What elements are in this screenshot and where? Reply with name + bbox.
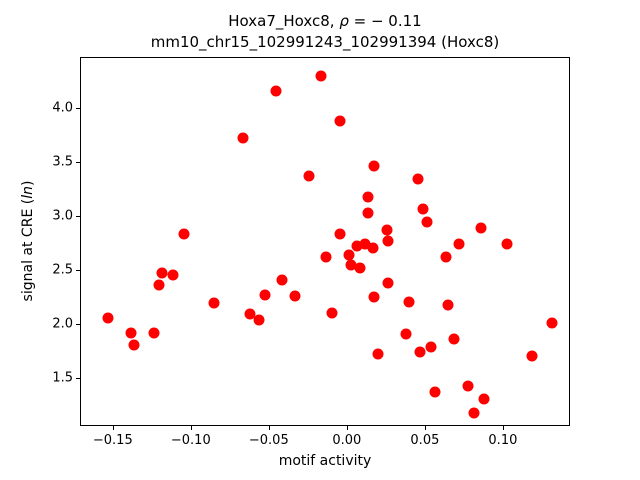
data-point: [468, 407, 480, 418]
data-point: [244, 308, 255, 320]
data-point: [501, 238, 513, 250]
x-tick-label: 0.05: [410, 433, 440, 448]
data-point: [367, 242, 379, 254]
data-point: [253, 314, 265, 326]
data-point: [425, 341, 437, 353]
data-point: [153, 279, 165, 291]
chart-title-prefix: Hoxa7_Hoxc8,: [228, 12, 340, 30]
data-point: [125, 327, 137, 339]
data-point: [448, 333, 460, 345]
data-point: [453, 238, 465, 250]
x-tick-label: 0.00: [332, 433, 362, 448]
data-point: [276, 274, 288, 286]
data-point: [462, 380, 474, 391]
data-point: [259, 289, 271, 301]
y-tick-mark: [76, 108, 80, 109]
data-point: [156, 267, 168, 279]
data-point: [303, 170, 315, 182]
data-point: [128, 339, 140, 350]
data-point: [382, 277, 394, 289]
x-tick-mark: [112, 426, 114, 430]
x-tick-label: 0.10: [488, 433, 518, 448]
data-point: [148, 327, 160, 339]
data-point: [412, 173, 424, 185]
y-tick-mark: [76, 270, 80, 271]
x-tick-mark: [502, 426, 504, 430]
data-point: [421, 216, 433, 228]
x-tick-label: −0.15: [92, 433, 133, 448]
data-point: [429, 386, 441, 398]
data-point: [351, 240, 363, 252]
chart-title: Hoxa7_Hoxc8, ρ = − 0.11 mm10_chr15_10299…: [80, 11, 570, 53]
data-point: [334, 228, 346, 240]
data-point: [362, 207, 374, 219]
data-point: [403, 296, 415, 308]
x-tick-mark: [268, 426, 270, 430]
data-point: [368, 291, 380, 303]
data-point: [326, 307, 338, 319]
data-point: [167, 269, 179, 281]
data-point: [289, 290, 301, 302]
data-point: [382, 235, 394, 247]
data-point: [354, 262, 366, 274]
rho-symbol: ρ: [339, 12, 349, 30]
data-point: [362, 191, 374, 202]
data-point: [334, 115, 346, 127]
y-tick-label: 1.5: [52, 370, 73, 386]
y-axis-label: signal at CRE (ln): [20, 181, 36, 302]
data-point: [320, 251, 332, 263]
y-tick-label: 2.0: [52, 316, 73, 332]
x-tick-mark: [190, 426, 192, 430]
chart-title-line2: mm10_chr15_102991243_102991394 (Hoxc8): [150, 33, 500, 51]
data-point: [208, 297, 220, 309]
x-tick-mark: [346, 426, 348, 430]
data-point: [400, 328, 412, 340]
data-point: [368, 160, 380, 172]
data-point: [475, 222, 486, 234]
data-point: [414, 346, 426, 358]
chart-title-line1: Hoxa7_Hoxc8, ρ = − 0.11: [80, 11, 570, 32]
y-tick-mark: [76, 162, 80, 163]
y-tick-label: 2.5: [52, 262, 73, 278]
y-tick-mark: [76, 378, 80, 379]
data-point: [442, 299, 454, 310]
x-tick-label: −0.05: [248, 433, 289, 448]
x-tick-label: −0.10: [170, 433, 211, 448]
x-axis-label: motif activity: [278, 453, 372, 469]
data-point: [478, 393, 490, 404]
data-point: [372, 348, 383, 360]
y-tick-label: 3.5: [52, 154, 73, 170]
data-point: [237, 132, 249, 144]
y-tick-label: 3.0: [52, 208, 73, 224]
x-tick-mark: [424, 426, 426, 430]
data-point: [440, 251, 452, 263]
chart-title-suffix: = − 0.11: [348, 12, 422, 30]
y-tick-label: 4.0: [52, 100, 73, 116]
plot-area: [80, 57, 570, 426]
data-point: [345, 259, 357, 270]
y-axis-label-prefix: signal at CRE (: [20, 198, 36, 302]
y-tick-mark: [76, 324, 80, 325]
y-tick-mark: [76, 216, 80, 217]
data-point: [178, 228, 190, 240]
data-point: [343, 249, 355, 261]
data-point: [315, 70, 327, 81]
data-point: [102, 312, 113, 323]
data-point: [546, 317, 558, 329]
data-point: [526, 350, 538, 362]
data-point: [381, 224, 393, 236]
data-point: [270, 85, 282, 97]
data-point: [359, 238, 371, 250]
y-axis-label-italic: ln: [20, 186, 36, 199]
data-point: [417, 203, 429, 215]
y-axis-label-suffix: ): [20, 180, 36, 187]
